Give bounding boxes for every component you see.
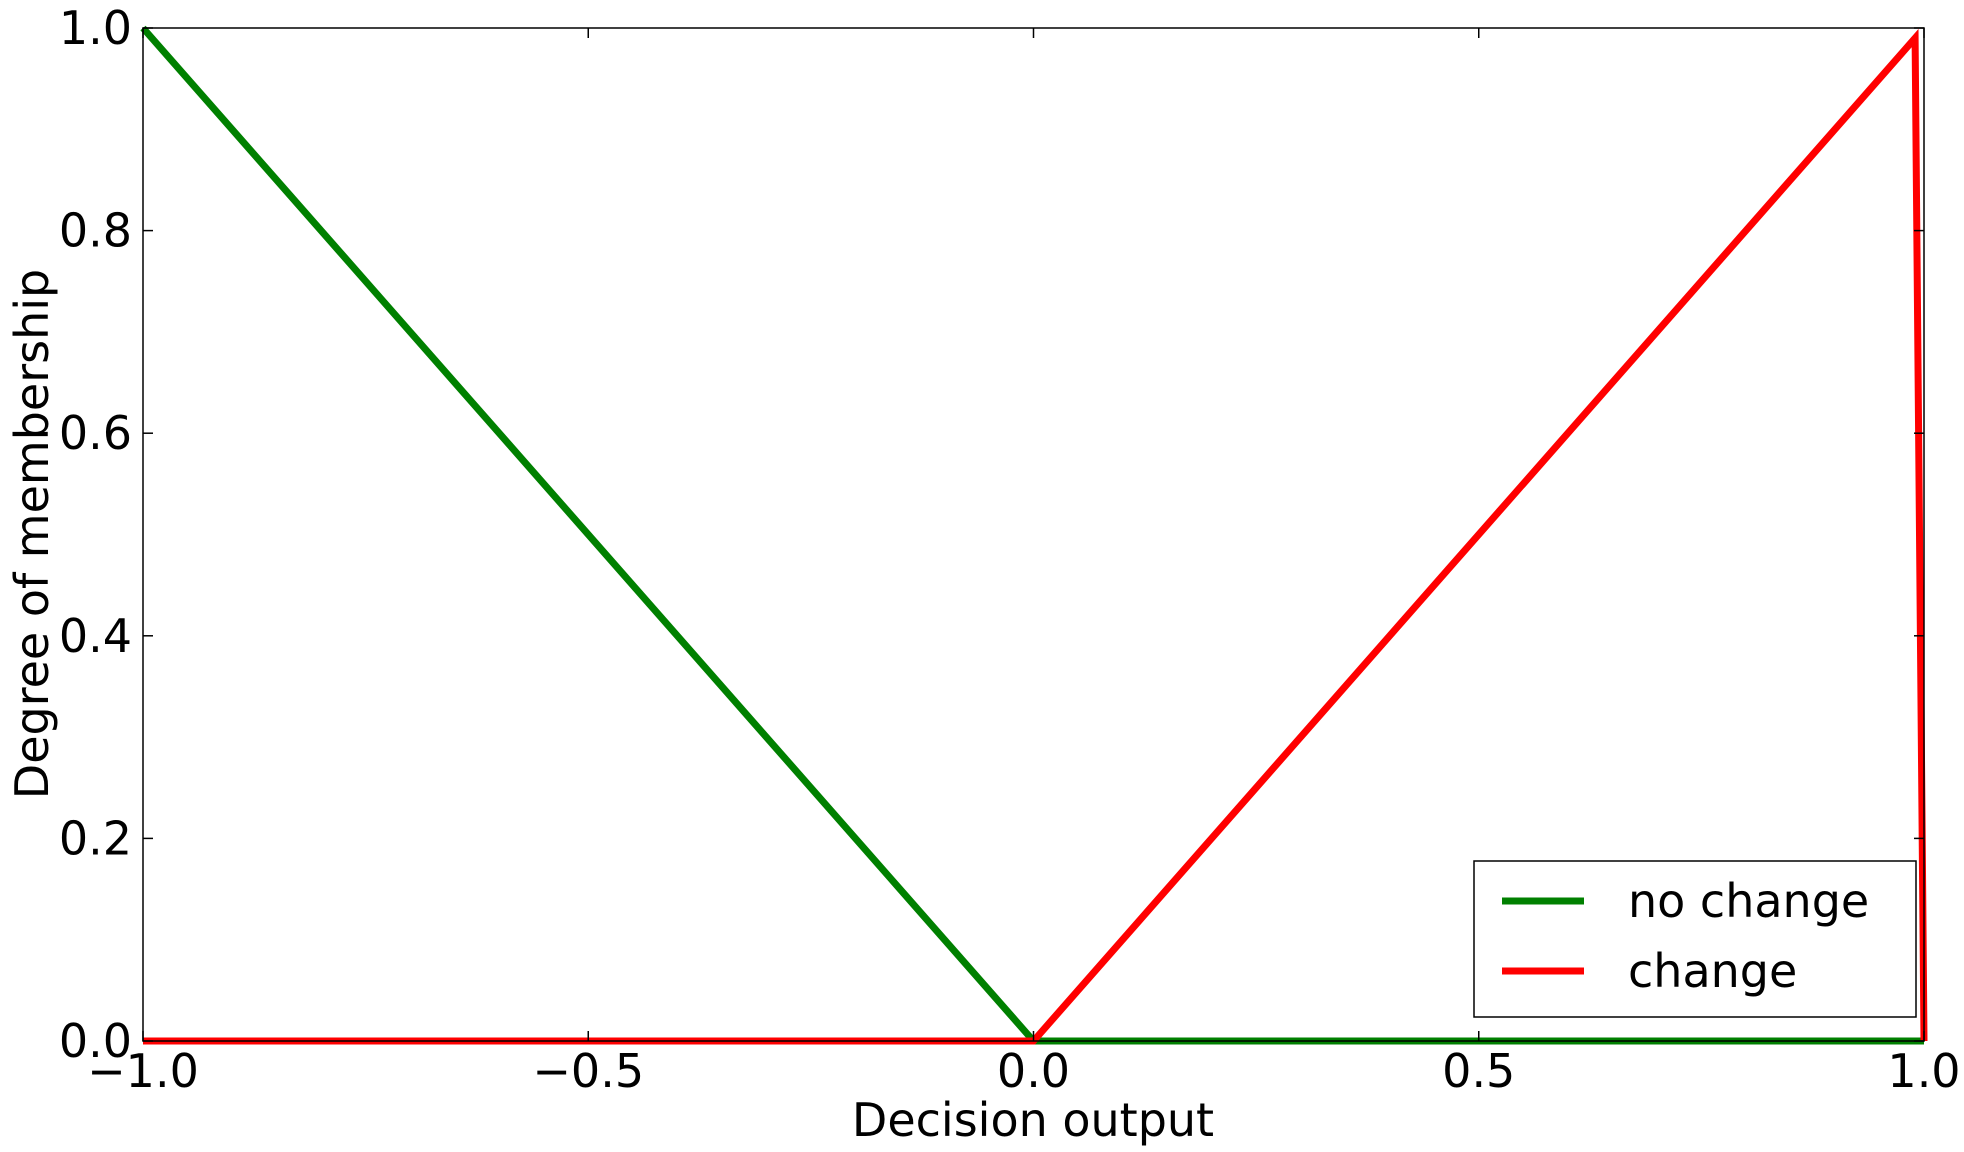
legend: no change change [1473, 860, 1917, 1018]
legend-label-change: change [1628, 944, 1797, 998]
x-tick-label: 0.5 [1442, 1044, 1515, 1098]
x-tick-label: 0.0 [997, 1044, 1070, 1098]
ticks-layer: −1.0 −0.5 0.0 0.5 1.0 0.0 0.2 0.4 0.6 0.8 1.0 [59, 1, 1961, 1098]
y-tick-label: 0.6 [59, 406, 132, 460]
x-tick-label: −1.0 [87, 1044, 199, 1098]
y-tick-label: 1.0 [59, 1, 132, 55]
x-tick-label: −0.5 [532, 1044, 644, 1098]
y-tick-label: 0.2 [59, 811, 132, 865]
y-axis-label: Degree of membership [5, 269, 59, 799]
y-tick-label: 0.0 [59, 1014, 132, 1068]
y-tick-label: 0.4 [59, 609, 132, 663]
y-tick-label: 0.8 [59, 204, 132, 258]
legend-label-no-change: no change [1628, 874, 1869, 928]
x-tick-label: 1.0 [1887, 1044, 1960, 1098]
legend-box [1473, 860, 1917, 1018]
x-axis-label: Decision output [852, 1093, 1214, 1147]
